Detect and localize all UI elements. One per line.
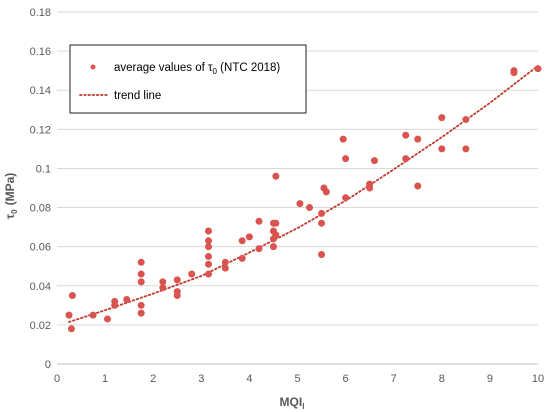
legend-box — [69, 44, 307, 114]
data-point — [342, 155, 350, 163]
data-point — [159, 284, 167, 292]
y-tick-label: 0.08 — [30, 203, 51, 215]
legend-marker-icon — [90, 64, 96, 70]
x-tick-label: 7 — [391, 373, 397, 385]
data-point — [322, 188, 330, 196]
x-tick-label: 6 — [343, 373, 349, 385]
data-point — [510, 69, 518, 77]
y-tick-label: 0.06 — [30, 242, 51, 254]
x-tick-label: 1 — [102, 373, 108, 385]
data-point — [272, 231, 280, 239]
y-tick-label: 0.04 — [30, 281, 51, 293]
data-point — [173, 276, 181, 284]
data-point — [255, 217, 263, 225]
data-point — [137, 258, 145, 266]
data-point — [137, 301, 145, 309]
y-tick-labels: 0 0.02 0.04 0.06 0.08 0.1 0.12 0.14 0.16 0.18 — [30, 7, 51, 371]
data-point — [339, 135, 347, 143]
y-axis-title-subscript: 0 — [10, 209, 19, 214]
y-tick-label: 0.02 — [30, 320, 51, 332]
data-point — [272, 172, 280, 180]
data-point — [414, 182, 422, 190]
data-point — [123, 295, 131, 303]
x-tick-label: 5 — [294, 373, 300, 385]
y-tick-label: 0.18 — [30, 7, 51, 19]
x-axis-title-subscript: I — [302, 402, 304, 411]
data-point — [205, 237, 213, 245]
legend-label-average-suffix: (NTC 2018) — [217, 62, 280, 74]
x-tick-label: 2 — [150, 373, 156, 385]
data-point — [205, 243, 213, 251]
data-point — [402, 131, 410, 139]
legend-label-trend: trend line — [114, 90, 161, 102]
x-tick-label: 8 — [439, 373, 445, 385]
data-point — [137, 309, 145, 317]
legend: average values of τ0 (NTC 2018) trend li… — [69, 44, 307, 114]
data-point — [205, 227, 213, 235]
data-point — [111, 301, 119, 309]
data-point — [296, 200, 304, 208]
data-point — [65, 311, 73, 319]
data-point — [462, 145, 470, 153]
data-point — [402, 155, 410, 163]
x-axis-title-main: MQI — [280, 395, 303, 409]
data-point — [173, 292, 181, 300]
data-point — [137, 278, 145, 286]
data-point — [318, 209, 326, 217]
x-tick-labels: 0 1 2 3 4 5 6 7 8 9 10 — [54, 373, 544, 385]
data-point — [245, 233, 253, 241]
x-tick-label: 3 — [198, 373, 204, 385]
x-tick-label: 0 — [54, 373, 60, 385]
data-point — [342, 194, 350, 202]
data-point — [188, 270, 196, 278]
data-points — [65, 65, 542, 333]
data-point — [68, 292, 76, 300]
y-tick-label: 0.14 — [30, 85, 51, 97]
data-point — [438, 114, 446, 122]
data-point — [269, 243, 277, 251]
x-tick-label: 4 — [246, 373, 252, 385]
y-axis-title: τ0 (MPa) — [3, 173, 19, 219]
legend-label-average-main: average values of τ — [114, 62, 213, 74]
y-axis-title-unit: (MPa) — [3, 173, 17, 206]
data-point — [255, 245, 263, 253]
data-point — [238, 237, 246, 245]
data-point — [318, 219, 326, 227]
y-tick-label: 0 — [45, 359, 51, 371]
legend-label-average: average values of τ0 (NTC 2018) — [114, 62, 280, 76]
data-point — [366, 184, 374, 192]
data-point — [221, 264, 229, 272]
data-point — [272, 219, 280, 227]
data-point — [462, 116, 470, 124]
y-axis-title-main: τ — [3, 213, 17, 219]
data-point — [221, 258, 229, 266]
data-point — [534, 65, 542, 73]
data-point — [67, 325, 75, 333]
trend-line — [68, 64, 539, 323]
data-point — [104, 315, 112, 323]
data-point — [137, 270, 145, 278]
x-tick-label: 10 — [532, 373, 544, 385]
data-point — [159, 278, 167, 286]
y-tick-label: 0.12 — [30, 124, 51, 136]
x-tick-label: 9 — [487, 373, 493, 385]
legend-label-average-subscript: 0 — [213, 67, 218, 76]
data-point — [414, 135, 422, 143]
data-point — [205, 252, 213, 260]
y-tick-label: 0.1 — [36, 163, 51, 175]
data-point — [318, 250, 326, 258]
data-point — [370, 157, 378, 165]
data-point — [205, 260, 213, 268]
data-point — [438, 145, 446, 153]
data-point — [306, 204, 314, 212]
data-point — [238, 254, 246, 262]
x-axis-title: MQII — [280, 395, 305, 411]
data-point — [205, 270, 213, 278]
y-tick-label: 0.16 — [30, 46, 51, 58]
data-point — [89, 311, 97, 319]
